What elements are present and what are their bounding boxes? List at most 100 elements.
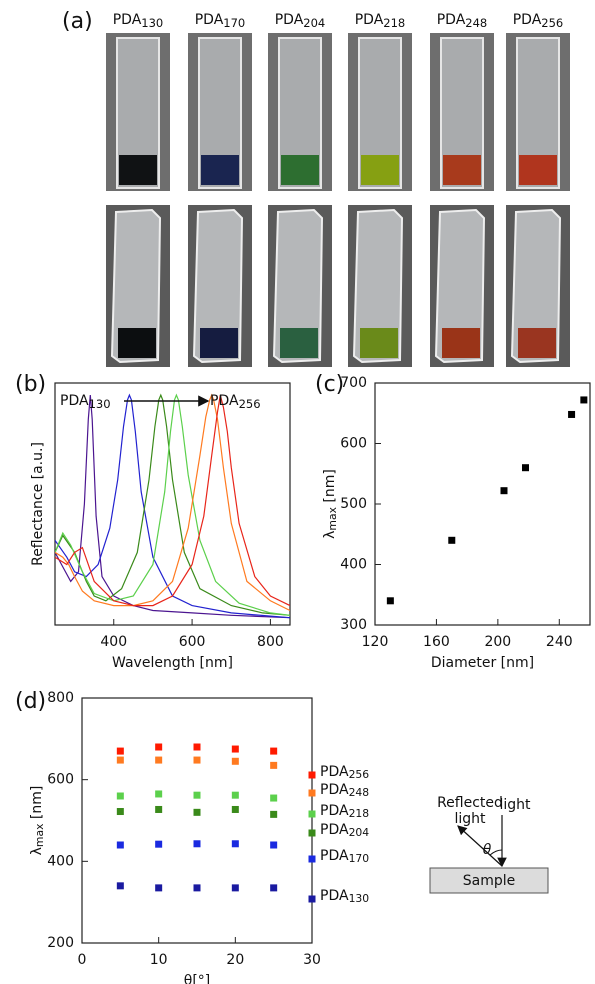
sample-label-sub: 248	[465, 16, 487, 30]
diagram-label: light	[454, 811, 486, 827]
y-axis-label: λmax [nm]	[322, 469, 339, 539]
annotation: PDA256	[210, 393, 261, 411]
point	[116, 747, 124, 755]
x-tick-label: 240	[546, 634, 573, 650]
legend-label: PDA204	[320, 822, 369, 839]
annotation-sub: 130	[89, 397, 111, 411]
liquid	[280, 328, 318, 358]
point	[193, 743, 201, 751]
angle-arc	[489, 849, 503, 856]
liquid	[443, 155, 481, 185]
point	[116, 841, 124, 849]
liquid	[200, 328, 238, 358]
legend-label-sub: 218	[349, 807, 370, 820]
legend-label-sub: 248	[349, 786, 370, 799]
y-tick-label: 200	[47, 935, 74, 951]
legend-label-text: PDA	[320, 782, 349, 798]
y-axis-label-sub: max	[33, 823, 46, 847]
y-axis-label-text: λ	[322, 531, 338, 539]
sample-label-sub: 204	[303, 16, 325, 30]
point	[231, 840, 239, 848]
sample-label-text: PDA	[437, 12, 466, 28]
cuvette-photos	[106, 33, 570, 367]
x-tick-label: 800	[257, 634, 284, 650]
annotation-sub: 256	[239, 397, 261, 411]
y-axis-label-suffix: [nm]	[322, 469, 338, 507]
sample-label: PDA204	[275, 12, 326, 30]
annotation-text: PDA	[210, 393, 239, 409]
legend-marker	[308, 810, 316, 818]
x-tick-label: 10	[150, 952, 168, 968]
legend-label-text: PDA	[320, 764, 349, 780]
panel-label: (c)	[315, 372, 344, 397]
point	[448, 536, 456, 544]
annotation: PDA130	[60, 393, 111, 411]
point	[270, 810, 278, 818]
legend-label: PDA256	[320, 764, 369, 781]
sample-label-text: PDA	[275, 12, 304, 28]
point	[155, 884, 163, 892]
point	[116, 808, 124, 816]
sample-label: PDA130	[113, 12, 164, 30]
liquid	[119, 155, 157, 185]
legend-label-text: PDA	[320, 848, 349, 864]
point	[500, 487, 508, 495]
sample-label-sub: 256	[541, 16, 563, 30]
y-tick-label: 300	[340, 617, 367, 633]
point	[270, 794, 278, 802]
y-tick-label: 600	[47, 772, 74, 788]
cuvette	[192, 208, 244, 364]
point	[116, 756, 124, 764]
point	[270, 761, 278, 769]
point	[193, 840, 201, 848]
geometry-diagram: Reflected light light θ Sample	[429, 795, 549, 894]
cuvette	[510, 208, 562, 364]
legend-label-text: PDA	[320, 888, 349, 904]
diagram-label: light	[499, 797, 531, 813]
y-axis-label: λmax [nm]	[29, 786, 46, 856]
point	[116, 792, 124, 800]
panel-label: (a)	[62, 9, 93, 34]
x-axis-label: Diameter [nm]	[431, 655, 534, 671]
x-tick-label: 200	[484, 634, 511, 650]
y-axis-label-suffix: [nm]	[29, 786, 45, 824]
point	[580, 396, 588, 404]
y-axis-label: Reflectance [a.u.]	[30, 442, 46, 566]
plot-frame	[374, 382, 591, 626]
x-axis-label: Wavelength [nm]	[112, 655, 233, 671]
plot-frame	[81, 697, 313, 944]
legend-label-sub: 204	[349, 826, 370, 839]
sample-label: PDA170	[195, 12, 246, 30]
y-axis-label-text: λ	[29, 847, 45, 855]
spectrum-line	[55, 394, 290, 607]
y-axis-label-sub: max	[326, 506, 339, 530]
point	[568, 410, 576, 418]
liquid	[281, 155, 319, 185]
panel-label: (b)	[15, 372, 46, 397]
x-tick-label: 30	[303, 952, 321, 968]
legend-marker	[308, 895, 316, 903]
sample-label-text: PDA	[113, 12, 142, 28]
point	[193, 756, 201, 764]
sample-label-text: PDA	[195, 12, 224, 28]
spectrum-line	[55, 393, 290, 616]
point	[155, 756, 163, 764]
liquid	[360, 328, 398, 358]
point	[231, 884, 239, 892]
panel-label: (d)	[15, 689, 46, 714]
legend-label-sub: 170	[349, 852, 370, 865]
legend-label-sub: 256	[349, 768, 370, 781]
point	[155, 790, 163, 798]
legend-label-text: PDA	[320, 803, 349, 819]
sample-label: PDA256	[513, 12, 564, 30]
point	[116, 882, 124, 890]
sample-label-text: PDA	[513, 12, 542, 28]
x-tick-label: 600	[179, 634, 206, 650]
annotation-text: PDA	[60, 393, 89, 409]
point	[231, 757, 239, 765]
liquid	[201, 155, 239, 185]
point	[193, 884, 201, 892]
diagram-label: θ	[483, 842, 492, 858]
y-tick-label: 500	[340, 496, 367, 512]
